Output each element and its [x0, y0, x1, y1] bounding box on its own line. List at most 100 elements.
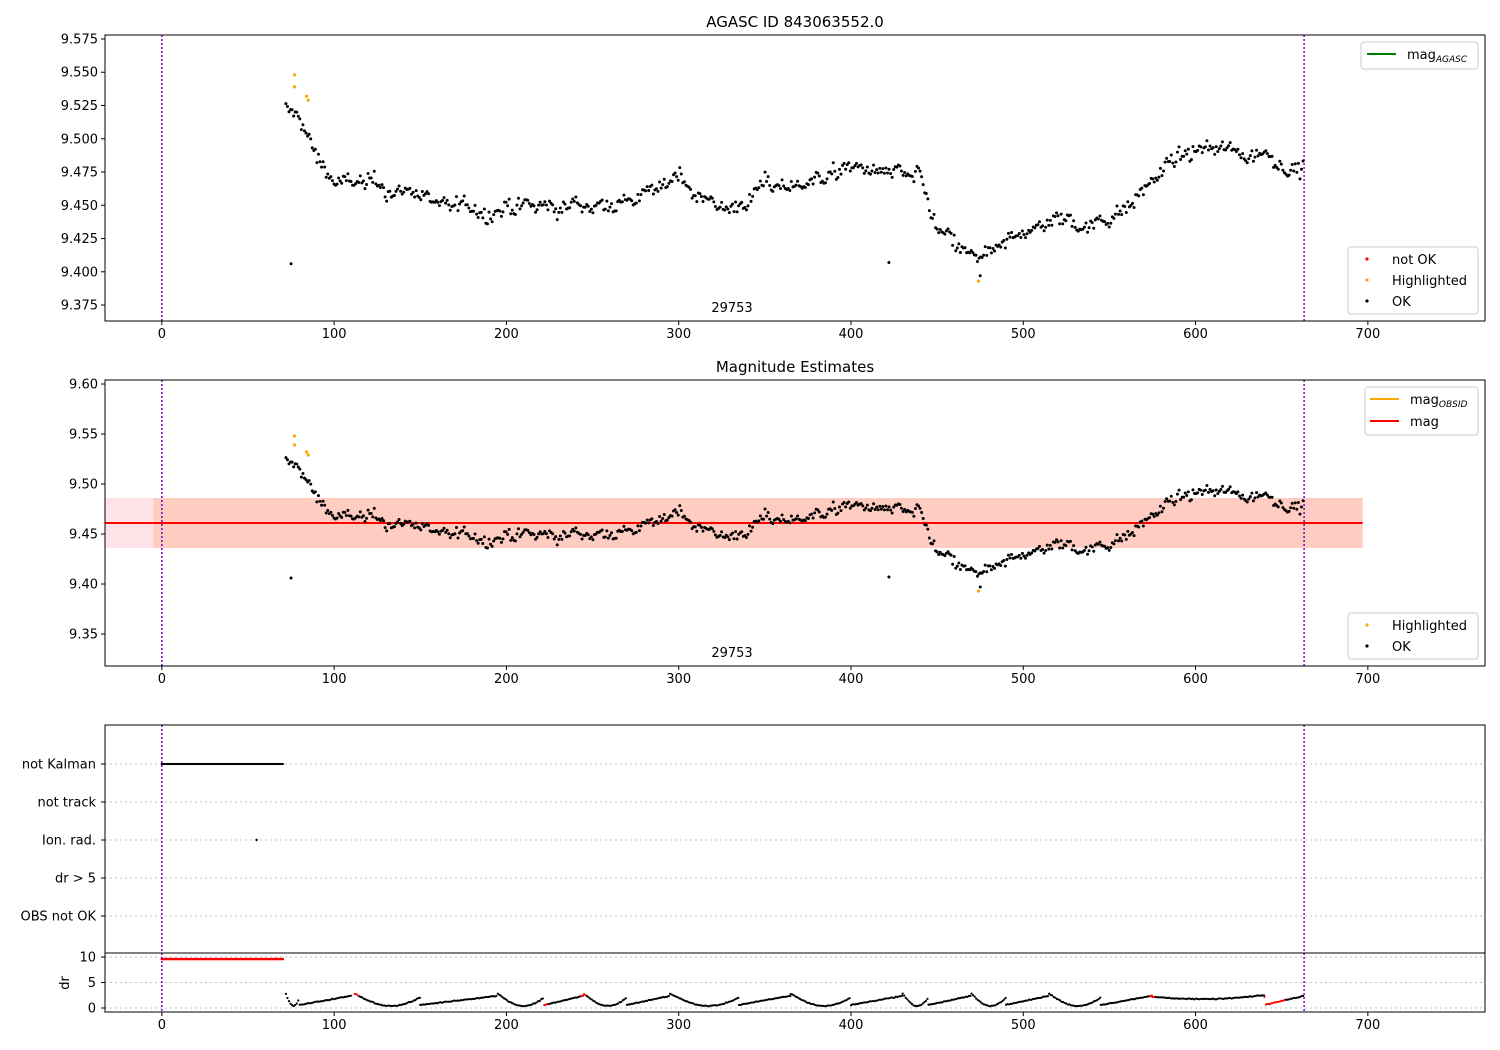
- dr-point: [906, 998, 909, 1001]
- ok-point: [520, 532, 524, 536]
- ok-point: [591, 211, 595, 215]
- ok-point: [1098, 214, 1102, 218]
- ok-point: [1270, 154, 1274, 158]
- ok-point: [943, 232, 947, 236]
- ok-point: [690, 196, 694, 200]
- ok-point: [1200, 151, 1204, 155]
- ok-point: [639, 524, 643, 528]
- ok-point: [560, 210, 564, 214]
- dr-point: [1227, 996, 1230, 1000]
- ok-point: [388, 521, 392, 525]
- dr-point: [1140, 996, 1143, 999]
- ok-point: [654, 187, 658, 191]
- ok-point: [310, 146, 314, 150]
- legend-ok: OK: [1392, 295, 1411, 310]
- not-kalman-flag: [213, 762, 216, 766]
- ok-point: [1160, 174, 1164, 178]
- not-kalman-flag: [269, 762, 272, 766]
- ok-point: [420, 522, 424, 526]
- ok-point: [298, 467, 302, 471]
- ok-point: [535, 208, 539, 212]
- ok-point: [1010, 552, 1014, 556]
- dr-point: [430, 1002, 433, 1005]
- ok-point: [1059, 539, 1063, 543]
- ok-point: [789, 180, 793, 184]
- ok-point: [1213, 152, 1217, 156]
- ok-point: [541, 532, 545, 536]
- ok-point: [861, 504, 865, 508]
- ok-point: [568, 206, 572, 210]
- ok-point: [465, 203, 469, 207]
- not-kalman-flag: [225, 762, 229, 766]
- highlighted-point: [304, 450, 309, 454]
- ok-point: [636, 524, 640, 528]
- ok-point: [537, 532, 541, 536]
- ok-point: [1290, 163, 1294, 167]
- ok-point: [1287, 509, 1291, 513]
- ok-point: [516, 196, 520, 200]
- ok-point: [516, 527, 520, 531]
- ok-point: [729, 204, 733, 208]
- ok-point: [509, 538, 513, 542]
- dr-point: [284, 992, 287, 995]
- ok-point: [879, 507, 883, 511]
- ok-point: [920, 175, 924, 179]
- not-kalman-flag: [194, 762, 198, 766]
- dr-point: [775, 997, 778, 1000]
- ok-point: [1118, 536, 1122, 540]
- ok-point: [712, 529, 716, 533]
- not-kalman-flag: [273, 762, 277, 766]
- ok-point: [803, 519, 807, 523]
- dr-point: [1097, 997, 1100, 1001]
- dr-point: [381, 1004, 384, 1007]
- ok-point: [534, 210, 538, 214]
- dr-point: [447, 1000, 450, 1003]
- ok-point: [487, 537, 491, 541]
- ok-point: [932, 212, 936, 216]
- ok-point: [388, 189, 392, 193]
- ok-point: [985, 253, 989, 257]
- x-tick-label: 700: [1355, 672, 1380, 687]
- y-tick-label: 9.35: [69, 628, 98, 643]
- ok-point: [873, 507, 877, 511]
- ok-point: [372, 169, 376, 173]
- ok-point: [1044, 548, 1048, 552]
- ok-point: [887, 575, 891, 579]
- dr-point: [893, 996, 896, 999]
- ok-point: [1220, 484, 1224, 488]
- ok-point: [543, 200, 547, 204]
- dr-point: [868, 1000, 871, 1003]
- ok-point: [299, 475, 303, 479]
- dr-point: [504, 997, 507, 1001]
- ok-point: [806, 516, 810, 520]
- ok-point: [639, 193, 643, 197]
- ok-point: [811, 516, 815, 520]
- ok-point: [710, 196, 714, 200]
- dr-point: [1091, 1001, 1094, 1004]
- panel-agasc: AGASC ID 843063552.0 0 100 200 300 400 500 600…: [61, 13, 1486, 342]
- ok-point: [606, 536, 610, 540]
- ok-point: [974, 570, 978, 574]
- ok-point: [1214, 145, 1218, 149]
- ok-point: [865, 503, 869, 507]
- dr-point: [291, 1003, 294, 1007]
- ok-point: [670, 514, 674, 518]
- not-kalman-flag: [166, 762, 170, 766]
- ok-point: [594, 203, 598, 207]
- ok-point: [927, 209, 931, 213]
- dr-high-point: [281, 957, 285, 961]
- dr-point: [407, 1000, 411, 1004]
- dr-point: [879, 998, 882, 1001]
- dr-point: [616, 1002, 620, 1005]
- y-tick-label: 9.500: [61, 132, 98, 147]
- ok-point: [730, 531, 734, 535]
- ok-point: [1154, 176, 1158, 180]
- dr-point: [390, 1004, 394, 1008]
- ok-point: [1126, 200, 1130, 204]
- ok-point: [315, 500, 319, 504]
- not-kalman-flag: [227, 762, 230, 766]
- ok-point: [1036, 223, 1040, 227]
- ok-point: [1042, 551, 1046, 555]
- ok-point: [743, 205, 747, 209]
- ok-point: [504, 530, 508, 534]
